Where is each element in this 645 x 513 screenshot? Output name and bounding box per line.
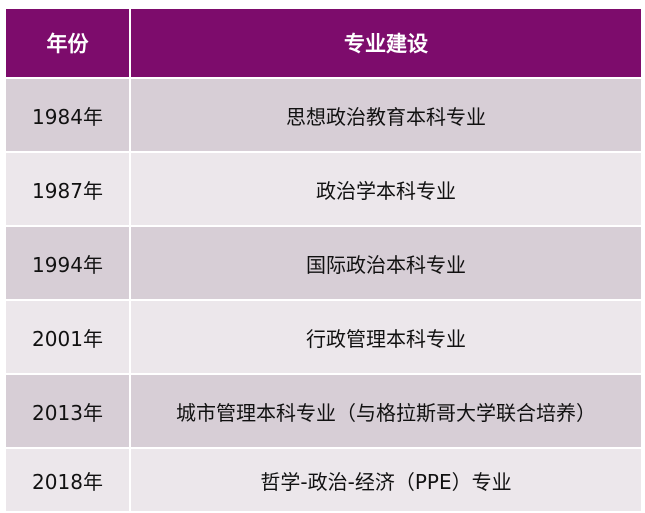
table-row: 2018年 哲学-政治-经济（PPE）专业	[6, 449, 641, 511]
table-row: 2001年 行政管理本科专业	[6, 301, 641, 373]
table-row: 1987年 政治学本科专业	[6, 153, 641, 225]
major-cell: 行政管理本科专业	[131, 301, 641, 373]
major-cell: 政治学本科专业	[131, 153, 641, 225]
year-cell: 2013年	[6, 375, 129, 447]
major-cell: 思想政治教育本科专业	[131, 79, 641, 151]
year-cell: 1994年	[6, 227, 129, 299]
year-cell: 2018年	[6, 449, 129, 511]
header-row: 年份 专业建设	[6, 9, 641, 77]
table-row: 1994年 国际政治本科专业	[6, 227, 641, 299]
year-cell: 1984年	[6, 79, 129, 151]
major-cell: 城市管理本科专业（与格拉斯哥大学联合培养）	[131, 375, 641, 447]
header-year: 年份	[6, 9, 129, 77]
major-cell: 国际政治本科专业	[131, 227, 641, 299]
header-major: 专业建设	[131, 9, 641, 77]
year-cell: 1987年	[6, 153, 129, 225]
table-row: 1984年 思想政治教育本科专业	[6, 79, 641, 151]
major-cell: 哲学-政治-经济（PPE）专业	[131, 449, 641, 511]
year-cell: 2001年	[6, 301, 129, 373]
majors-table: 年份 专业建设 1984年 思想政治教育本科专业 1987年 政治学本科专业 1…	[4, 7, 643, 513]
table-row: 2013年 城市管理本科专业（与格拉斯哥大学联合培养）	[6, 375, 641, 447]
